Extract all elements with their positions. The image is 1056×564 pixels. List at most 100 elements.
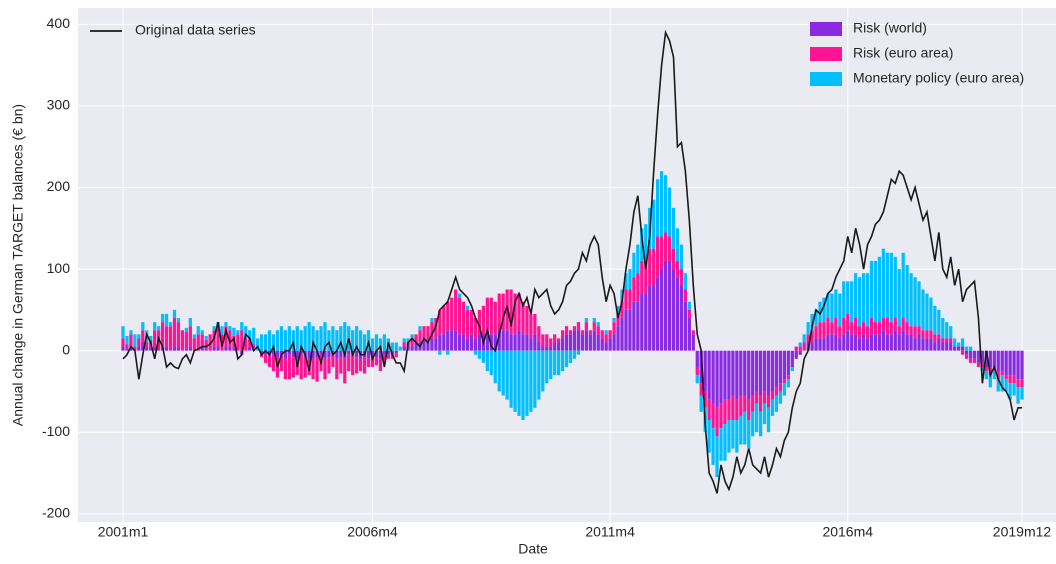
bar bbox=[869, 318, 874, 335]
bar bbox=[933, 334, 937, 343]
line-series bbox=[122, 29, 1022, 494]
bar bbox=[244, 338, 248, 351]
bar bbox=[703, 391, 707, 408]
y-axis-label: Annual change in German TARGET balances … bbox=[10, 104, 26, 426]
bar bbox=[929, 338, 933, 351]
bar bbox=[921, 330, 925, 339]
bar bbox=[917, 326, 921, 335]
bar bbox=[394, 350, 398, 354]
bar bbox=[652, 199, 656, 249]
bar bbox=[477, 334, 482, 351]
bar bbox=[707, 350, 711, 400]
bar bbox=[200, 346, 204, 351]
bar bbox=[343, 358, 347, 384]
bar bbox=[858, 277, 862, 327]
bar bbox=[164, 313, 169, 327]
bar bbox=[299, 330, 303, 351]
bar bbox=[129, 330, 133, 335]
bar bbox=[766, 350, 771, 396]
bar bbox=[1000, 375, 1004, 392]
bar bbox=[854, 273, 858, 319]
bar bbox=[683, 301, 687, 351]
bar bbox=[921, 289, 925, 331]
bar bbox=[489, 297, 493, 335]
bar bbox=[493, 301, 497, 335]
bar bbox=[739, 395, 743, 416]
bar bbox=[188, 318, 192, 327]
bar bbox=[339, 326, 343, 351]
bar bbox=[473, 338, 478, 351]
bar bbox=[766, 407, 771, 433]
bar bbox=[129, 334, 133, 347]
bar bbox=[525, 334, 529, 351]
bar bbox=[537, 350, 541, 400]
x-tick-label: 2019m12 bbox=[993, 524, 1052, 540]
bar bbox=[636, 273, 640, 302]
bar bbox=[723, 350, 727, 400]
bar bbox=[758, 411, 763, 437]
x-axis-label: Date bbox=[518, 541, 548, 557]
bar bbox=[616, 326, 620, 351]
bar bbox=[834, 318, 838, 335]
bar bbox=[331, 354, 335, 367]
bar bbox=[992, 350, 996, 367]
bar bbox=[327, 330, 331, 351]
bar bbox=[687, 309, 691, 319]
bar bbox=[854, 318, 858, 335]
bar bbox=[810, 342, 814, 351]
bar bbox=[731, 420, 735, 449]
bar bbox=[252, 327, 256, 345]
bar bbox=[164, 326, 169, 347]
bar bbox=[240, 330, 244, 351]
bar bbox=[1004, 375, 1008, 380]
bar bbox=[755, 403, 759, 433]
bar bbox=[755, 350, 759, 392]
bar bbox=[861, 322, 866, 335]
bar bbox=[893, 330, 897, 351]
bar bbox=[430, 338, 434, 351]
bar bbox=[897, 269, 901, 327]
bar bbox=[137, 346, 141, 351]
bar bbox=[992, 371, 996, 380]
bar bbox=[271, 354, 276, 372]
bar bbox=[806, 322, 810, 335]
bar bbox=[343, 322, 347, 351]
bar bbox=[485, 297, 489, 331]
bar bbox=[846, 330, 850, 351]
bar bbox=[695, 366, 699, 376]
bar bbox=[960, 346, 965, 351]
bar bbox=[814, 338, 818, 351]
bar bbox=[885, 318, 889, 335]
bar bbox=[782, 350, 787, 380]
bar bbox=[240, 322, 244, 331]
bar bbox=[212, 326, 216, 331]
bar bbox=[731, 395, 735, 421]
bar bbox=[355, 350, 359, 358]
bar bbox=[830, 334, 834, 351]
bar bbox=[414, 342, 418, 351]
bar bbox=[446, 301, 450, 331]
bar bbox=[1000, 350, 1004, 372]
bar bbox=[283, 358, 287, 380]
bar bbox=[873, 334, 878, 351]
bar bbox=[521, 334, 525, 351]
bar bbox=[283, 330, 287, 351]
bar bbox=[382, 354, 387, 363]
bar bbox=[774, 387, 779, 396]
bar bbox=[790, 366, 794, 372]
bar bbox=[200, 334, 204, 347]
bar bbox=[687, 301, 691, 310]
bar bbox=[473, 318, 478, 339]
bar bbox=[374, 357, 379, 366]
bar bbox=[386, 354, 390, 359]
bar bbox=[319, 350, 323, 355]
bar bbox=[1020, 350, 1024, 380]
bar bbox=[442, 334, 446, 351]
bar bbox=[549, 350, 553, 380]
bar bbox=[679, 269, 684, 286]
bar bbox=[703, 350, 707, 392]
bar bbox=[196, 326, 200, 335]
bar bbox=[505, 330, 509, 351]
bar bbox=[663, 260, 668, 351]
bar bbox=[125, 348, 129, 351]
